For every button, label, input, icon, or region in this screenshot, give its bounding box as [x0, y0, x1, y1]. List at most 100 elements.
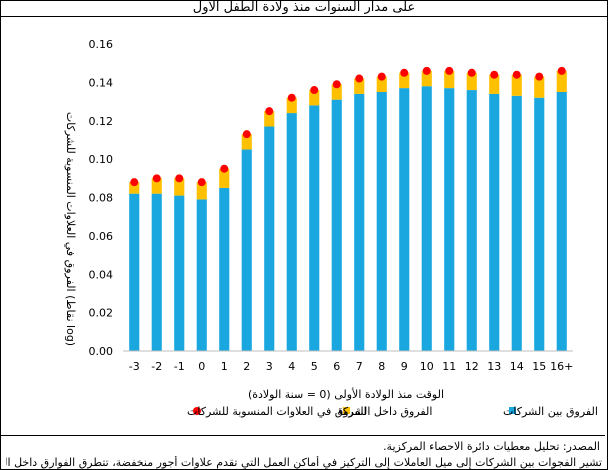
x-axis: -3 -2 -1 0 1 2 3 4 5 6 7 8 9 10 11 12 13 14 15 16+: [123, 350, 573, 373]
dot-total-premium: [152, 174, 161, 183]
legend-swatch: [509, 407, 516, 414]
y-tick-label: 0.12: [89, 115, 114, 128]
bar-within-firm: [196, 182, 207, 200]
dot-total-premium: [467, 68, 476, 77]
bar-within-firm: [151, 178, 162, 194]
dot-total-premium: [287, 93, 296, 102]
legend-label: الفروق داخل الشركة: [337, 405, 432, 418]
x-tick-label: 4: [288, 360, 295, 373]
dot-total-premium: [512, 70, 521, 79]
bar-within-firm: [511, 74, 522, 96]
dot-total-premium: [377, 72, 386, 81]
y-tick-label: 0.00: [89, 345, 114, 358]
y-tick-label: 0.16: [89, 38, 114, 51]
bar-within-firm: [354, 78, 365, 94]
chart-svg: 0.000.020.040.060.080.100.120.140.16 -3-…: [64, 38, 598, 418]
x-tick-label: -1: [174, 360, 185, 373]
bar-within-firm: [219, 168, 230, 188]
bar-within-firm: [174, 178, 185, 196]
total-dots: [130, 66, 566, 187]
dot-total-premium: [445, 66, 454, 75]
x-tick-label: 5: [311, 360, 318, 373]
y-tick-label: 0.06: [89, 230, 114, 243]
x-axis-label: الوقت منذ الولادة الأولى (0 = سنة الولاد…: [248, 387, 444, 401]
bar-between-firms: [309, 105, 320, 352]
x-tick-label: 3: [266, 360, 273, 373]
bar-within-firm: [331, 84, 342, 100]
x-tick-label: 9: [401, 360, 408, 373]
dot-total-premium: [265, 107, 274, 116]
bar-between-firms: [286, 113, 297, 351]
bar-within-firm: [466, 72, 477, 91]
bar-within-firm: [399, 72, 410, 89]
dot-total-premium: [355, 74, 364, 83]
y-tick-label: 0.10: [89, 153, 114, 166]
bar-within-firm: [129, 182, 140, 194]
y-axis: 0.00 0.02 0.04 0.06 0.08 0.10 0.12 0.14 0.16: [89, 38, 114, 358]
x-tick-label: 11: [442, 360, 456, 373]
bar-within-firm: [489, 74, 500, 94]
x-tick-label: 15: [532, 360, 546, 373]
y-tick-label: 0.14: [89, 76, 114, 89]
bar-between-firms: [376, 91, 387, 351]
bar-between-firms: [151, 193, 162, 351]
x-tick-label: 2: [243, 360, 250, 373]
y-tick-label: 0.08: [89, 192, 114, 205]
bar-between-firms: [196, 199, 207, 351]
legend-swatch: [193, 407, 201, 415]
source-note: المصدر: تحليل معطيات دائرة الاحصاء المرك…: [383, 440, 600, 453]
bar-between-firms: [444, 88, 455, 351]
dot-total-premium: [557, 66, 566, 75]
x-tick-label: 1: [221, 360, 228, 373]
bar-between-firms: [421, 86, 432, 352]
chart-area: 0.00 0.02 0.04 0.06 0.08 0.10 0.12 0.14 0.16 -3-…: [1, 17, 605, 436]
bar-within-firm: [286, 97, 297, 114]
bar-between-firms: [489, 93, 500, 351]
bar-within-firm: [556, 70, 567, 92]
legend-swatch: [343, 407, 350, 414]
legend-label: الفروق بين الشركات: [503, 405, 598, 418]
bar-between-firms: [466, 90, 477, 352]
bar-within-firm: [309, 90, 320, 106]
bar-between-firms: [331, 99, 342, 351]
bar-within-firm: [376, 76, 387, 92]
x-tick-label: 16+: [550, 360, 573, 373]
y-tick-label: 0.02: [89, 307, 114, 320]
x-tick-label: 10: [420, 360, 434, 373]
bars: [129, 70, 567, 352]
y-tick-label: 0.04: [89, 268, 114, 281]
bar-between-firms: [241, 149, 252, 351]
y-axis-label: الفروق في العلاوات المنسوبة للشركات (نقا…: [64, 112, 77, 346]
chart-title: على مدار السنوات منذ ولادة الطفل الأول: [1, 0, 607, 17]
dot-total-premium: [535, 72, 544, 81]
bar-between-firms: [511, 95, 522, 352]
x-tick-label: 12: [465, 360, 479, 373]
bar-within-firm: [444, 70, 455, 89]
x-tick-label: 7: [356, 360, 363, 373]
x-tick-label: -2: [151, 360, 162, 373]
bar-between-firms: [556, 91, 567, 351]
legend-label: الفروق في العلاوات المنسوبة للشركات: [187, 405, 367, 418]
x-tick-label: 0: [198, 360, 205, 373]
bar-within-firm: [241, 134, 252, 150]
x-tick-label: 14: [510, 360, 524, 373]
legend: الفروق بين الشركات الفروق داخل الشركةالفر…: [187, 405, 598, 418]
bar-between-firms: [174, 195, 185, 351]
bar-between-firms: [264, 126, 275, 351]
dot-total-premium: [332, 80, 341, 89]
bar-between-firms: [534, 97, 545, 351]
bar-between-firms: [399, 88, 410, 351]
dot-total-premium: [197, 178, 206, 187]
x-tick-label: -3: [129, 360, 140, 373]
x-tick-label: 6: [333, 360, 340, 373]
bar-between-firms: [354, 93, 365, 351]
dot-total-premium: [175, 174, 184, 183]
bar-within-firm: [264, 111, 275, 127]
dot-total-premium: [422, 66, 431, 75]
dot-total-premium: [220, 164, 229, 173]
dot-total-premium: [400, 68, 409, 77]
dot-total-premium: [130, 178, 139, 187]
x-tick-label: 8: [378, 360, 385, 373]
bar-within-firm: [421, 70, 432, 87]
x-tick-label: 13: [487, 360, 501, 373]
